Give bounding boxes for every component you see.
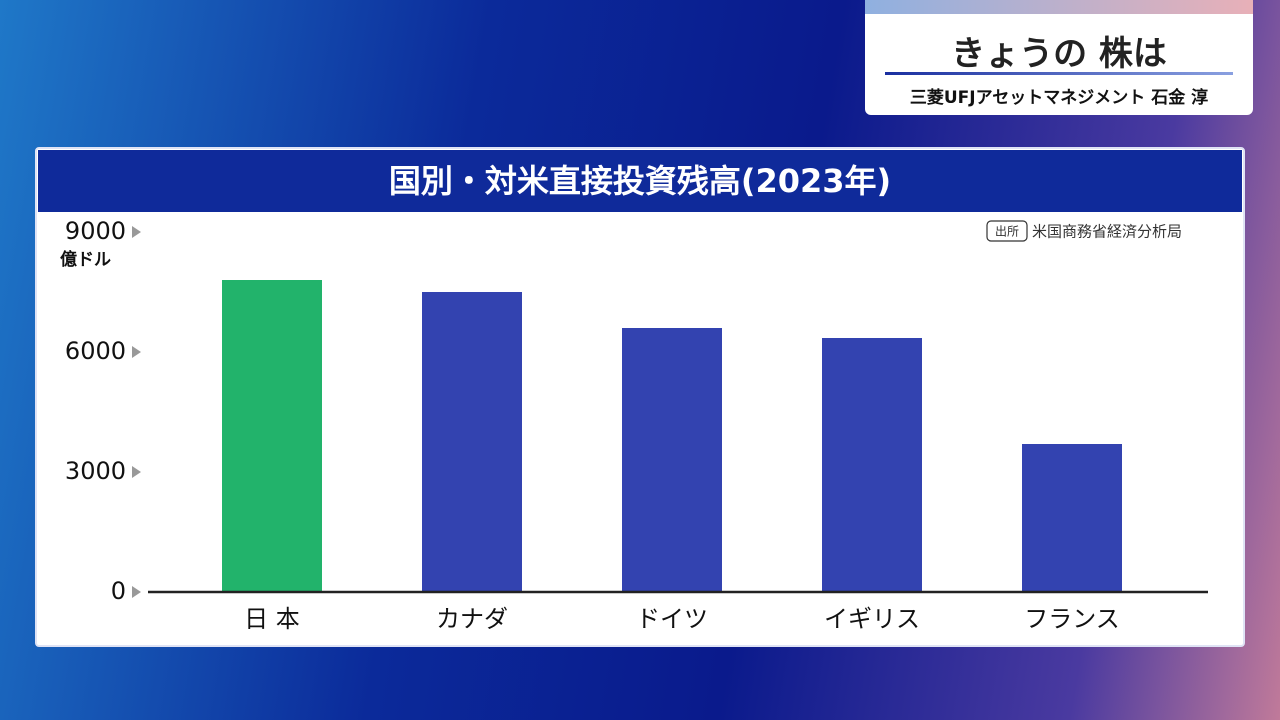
source-tag: 出所 (995, 225, 1019, 239)
y-tick-label: 9000 (65, 217, 126, 245)
source: 米国商務省経済分析局 (1032, 223, 1182, 241)
unit-label: 億ドル (60, 249, 111, 270)
chart-title: 国別・対米直接投資残高(2023年) (389, 162, 891, 200)
y-tick-mark (132, 466, 141, 478)
bar (422, 292, 522, 592)
bar (822, 338, 922, 592)
x-tick-label: フランス (1024, 605, 1120, 633)
x-tick-label: 日 本 (244, 605, 300, 633)
x-tick-label: カナダ (436, 605, 508, 633)
y-tick-mark (132, 586, 141, 598)
x-tick-label: ドイツ (636, 605, 708, 633)
y-tick-label: 0 (111, 577, 126, 605)
x-tick-label: イギリス (824, 605, 920, 633)
bar (622, 328, 722, 592)
source-tag-box (986, 220, 1028, 242)
program-badge: きょうの 株は 三菱UFJアセットマネジメント 石金 淳 (865, 0, 1253, 115)
y-tick-mark (132, 226, 141, 238)
badge-rule (885, 72, 1233, 75)
y-tick-mark (132, 346, 141, 358)
badge-strip (865, 0, 1253, 14)
title-bar (38, 150, 1242, 212)
bar (222, 280, 322, 592)
y-tick-label: 3000 (65, 457, 126, 485)
bar (1022, 444, 1122, 592)
y-tick-label: 6000 (65, 337, 126, 365)
guest-name: 三菱UFJアセットマネジメント 石金 淳 (909, 88, 1209, 108)
program-title: きょうの 株は (951, 34, 1167, 74)
